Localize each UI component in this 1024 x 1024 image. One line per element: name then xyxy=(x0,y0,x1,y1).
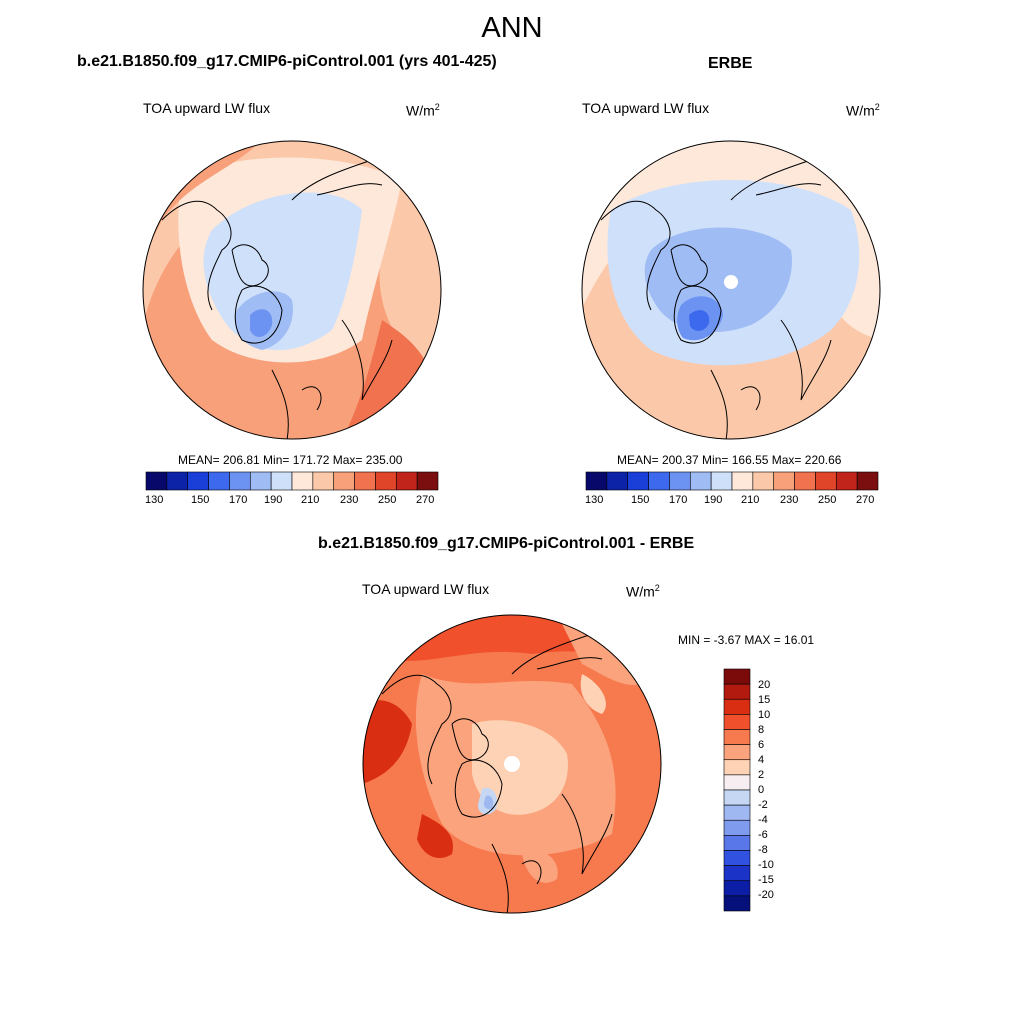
panel-3-units: W/m2 xyxy=(626,583,660,600)
panel-2-title: ERBE xyxy=(708,55,753,72)
colorbar-swatch xyxy=(723,774,751,791)
colorbar-swatch xyxy=(585,471,608,491)
panel-1-polar-map xyxy=(142,140,442,440)
colorbar-swatch xyxy=(723,850,751,866)
colorbar-swatch xyxy=(249,471,272,491)
panel-1-variable: TOA upward LW flux xyxy=(143,100,271,116)
colorbar-swatch xyxy=(723,668,751,685)
panel-2-colorbar xyxy=(585,471,879,491)
panel-3-title: b.e21.B1850.f09_g17.CMIP6-piControl.001 … xyxy=(318,535,695,552)
colorbar-swatch xyxy=(229,471,251,491)
colorbar-swatch xyxy=(606,471,629,491)
colorbar-swatch xyxy=(794,471,816,491)
panel-1-stats: MEAN= 206.81 Min= 171.72 Max= 235.00 xyxy=(178,453,403,467)
colorbar-swatch xyxy=(723,880,751,897)
panel-3-variable: TOA upward LW flux xyxy=(362,581,490,597)
colorbar-swatch xyxy=(723,683,751,700)
panel-2-colorbar-labels: 130 150 170 190 210 230 250 270 xyxy=(585,494,875,506)
colorbar-swatch xyxy=(354,471,376,491)
colorbar-swatch xyxy=(723,759,751,776)
colorbar-swatch xyxy=(835,471,858,491)
colorbar-swatch xyxy=(333,471,355,491)
panel-3-polar-map xyxy=(362,614,662,914)
colorbar-swatch xyxy=(627,471,649,491)
colorbar-swatch xyxy=(773,471,795,491)
colorbar-swatch xyxy=(312,471,335,491)
colorbar-swatch xyxy=(723,865,751,882)
colorbar-swatch xyxy=(375,471,397,491)
panel-1-colorbar xyxy=(145,471,439,491)
colorbar-swatch xyxy=(856,471,879,491)
panel-2-units: W/m2 xyxy=(846,102,880,119)
panel-3-stats: MIN = -3.67 MAX = 16.01 xyxy=(678,633,815,647)
colorbar-swatch xyxy=(395,471,418,491)
colorbar-swatch xyxy=(291,471,314,491)
colorbar-swatch xyxy=(752,471,775,491)
panel-2-stats: MEAN= 200.37 Min= 166.55 Max= 220.66 xyxy=(617,453,842,467)
colorbar-swatch xyxy=(723,698,751,715)
colorbar-swatch xyxy=(145,471,168,491)
colorbar-swatch xyxy=(723,819,751,836)
colorbar-swatch xyxy=(689,471,712,491)
panel-3-colorbar-labels: 20 15 10 8 6 4 2 0 -2 -4 -6 -8 -10 -15 -… xyxy=(758,679,774,901)
panel-1-colorbar-labels: 130 150 170 190 210 230 250 270 xyxy=(145,494,435,506)
colorbar-swatch xyxy=(723,804,751,821)
panel-1-title: b.e21.B1850.f09_g17.CMIP6-piControl.001 … xyxy=(77,53,497,70)
colorbar-swatch xyxy=(648,471,670,491)
colorbar-swatch xyxy=(710,471,733,491)
colorbar-swatch xyxy=(723,895,751,912)
panel-1-units: W/m2 xyxy=(406,102,440,119)
colorbar-swatch xyxy=(815,471,837,491)
colorbar-swatch xyxy=(270,471,293,491)
panel-3-colorbar xyxy=(723,668,751,912)
colorbar-swatch xyxy=(416,471,439,491)
colorbar-swatch xyxy=(669,471,691,491)
colorbar-swatch xyxy=(187,471,209,491)
colorbar-swatch xyxy=(723,714,751,730)
colorbar-swatch xyxy=(723,744,751,761)
panel-2-variable: TOA upward LW flux xyxy=(582,100,710,116)
panel-2-polar-map xyxy=(581,140,881,440)
colorbar-swatch xyxy=(723,789,751,806)
page-title: ANN xyxy=(481,12,543,44)
colorbar-swatch xyxy=(723,835,751,851)
colorbar-swatch xyxy=(723,729,751,745)
colorbar-swatch xyxy=(166,471,189,491)
colorbar-swatch xyxy=(208,471,230,491)
colorbar-swatch xyxy=(731,471,754,491)
